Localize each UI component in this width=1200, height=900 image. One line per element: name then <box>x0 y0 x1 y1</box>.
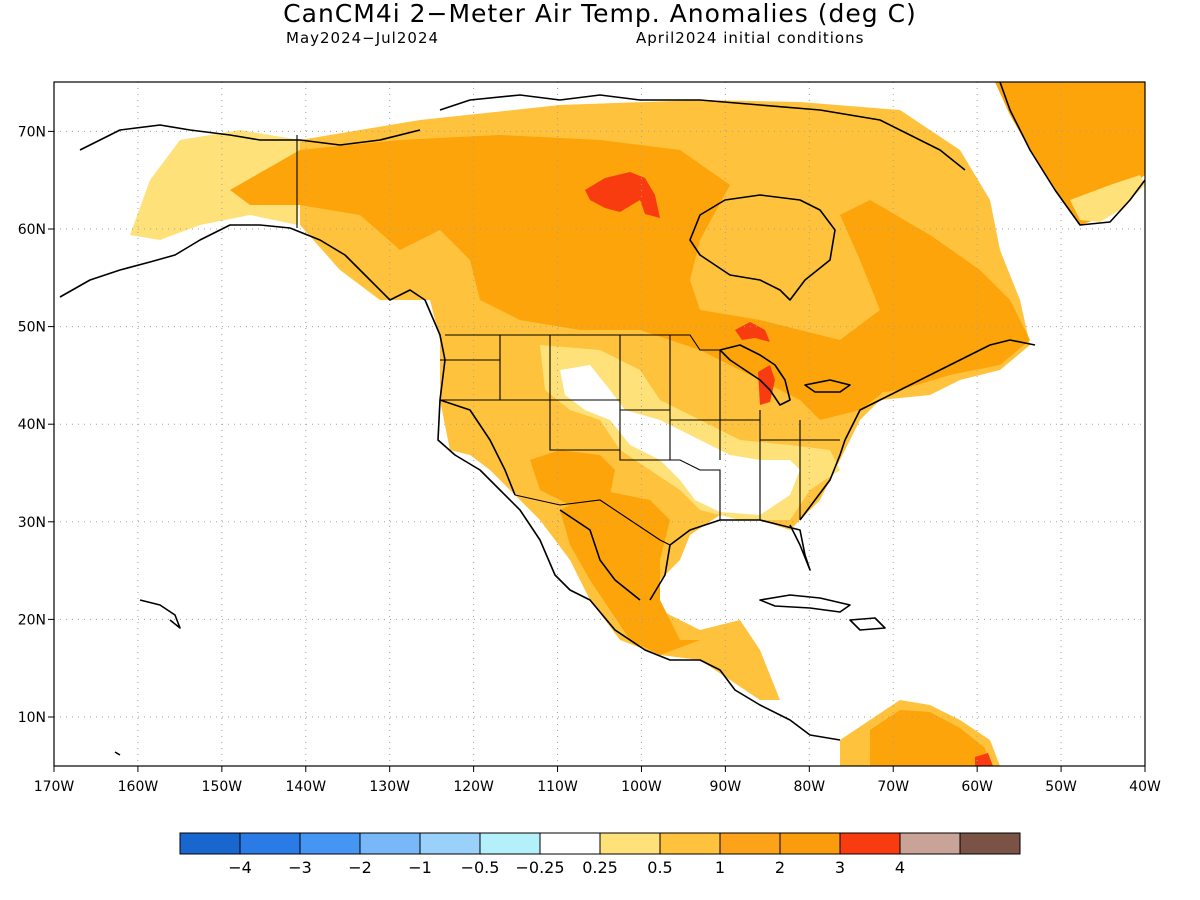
map-title: CanCM4i 2−Meter Air Temp. Anomalies (deg… <box>283 0 917 28</box>
colorbar-bin <box>599 832 661 855</box>
lon-label: 100W <box>621 779 662 795</box>
anomaly-area-near-zero <box>560 365 800 515</box>
lat-label: 30N <box>18 515 46 531</box>
colorbar-bin <box>239 832 301 855</box>
lat-label: 50N <box>18 320 46 336</box>
colorbar-label: −0.5 <box>461 858 500 877</box>
lat-label: 70N <box>18 124 46 140</box>
lon-label: 140W <box>285 779 326 795</box>
political-borders <box>296 135 840 546</box>
anomaly-area-025-05-greenland-edge <box>1070 175 1145 222</box>
graticule <box>54 82 1145 766</box>
colorbar-bin <box>539 832 601 855</box>
colorbar-label: −1 <box>408 858 432 877</box>
anomaly-area-2-3-south-america <box>975 753 993 766</box>
lon-label: 70W <box>877 779 909 795</box>
lon-label: 130W <box>369 779 410 795</box>
colorbar: −4 −3 −2 −1 −0.5 −0.25 0.25 0.5 1 2 3 4 <box>179 832 1021 877</box>
colorbar-bin <box>899 832 961 855</box>
axis-ticks: 170W 160W 150W 140W 130W 120W 110W 100W 90W 80W 70… <box>18 124 1161 795</box>
map-layers <box>54 82 1145 766</box>
anomaly-area-2-3-hudson-west <box>585 172 660 218</box>
anomaly-area-025-05-alaska <box>130 130 300 240</box>
colorbar-bin <box>659 832 721 855</box>
lon-label: 160W <box>118 779 159 795</box>
anomaly-area-2-3-great-lakes <box>735 322 770 342</box>
lat-label: 10N <box>18 710 46 726</box>
lat-label: 60N <box>18 222 46 238</box>
lat-label: 40N <box>18 417 46 433</box>
coastlines <box>59 82 1145 756</box>
lon-label: 90W <box>710 779 742 795</box>
forecast-period: May2024−Jul2024 <box>286 29 440 47</box>
colorbar-bin <box>359 832 421 855</box>
colorbar-label: 3 <box>835 858 845 877</box>
lon-label: 110W <box>537 779 578 795</box>
colorbar-label: 0.5 <box>647 858 672 877</box>
initial-conditions: April2024 initial conditions <box>636 29 865 47</box>
colorbar-label: 0.25 <box>582 858 618 877</box>
anomaly-area-1-2-northeast <box>800 370 900 420</box>
colorbar-label: 4 <box>895 858 905 877</box>
anomaly-area-1-2-south-america <box>870 710 990 766</box>
colorbar-bin <box>299 832 361 855</box>
colorbar-label: −3 <box>288 858 312 877</box>
colorbar-label: −0.25 <box>515 858 564 877</box>
lon-label: 80W <box>793 779 825 795</box>
lon-label: 50W <box>1045 779 1077 795</box>
colorbar-bin <box>779 832 841 855</box>
colorbar-label: −4 <box>228 858 252 877</box>
anomaly-area-1-2-southwest <box>530 450 615 505</box>
colorbar-bin <box>959 832 1021 855</box>
colorbar-label: 1 <box>715 858 725 877</box>
lon-label: 60W <box>961 779 993 795</box>
lon-label: 40W <box>1129 779 1161 795</box>
anomaly-area-1-2-mexico <box>560 490 700 655</box>
anomaly-area-2-3-michigan <box>758 365 775 405</box>
anomaly-area-1-2-canada <box>230 135 1030 410</box>
colorbar-bin <box>179 832 241 855</box>
lon-label: 150W <box>202 779 243 795</box>
colorbar-bin <box>419 832 481 855</box>
colorbar-bin <box>479 832 541 855</box>
colorbar-bin <box>839 832 901 855</box>
lon-label: 170W <box>34 779 75 795</box>
lat-label: 20N <box>18 612 46 628</box>
colorbar-label: 2 <box>775 858 785 877</box>
colorbar-label: −2 <box>348 858 372 877</box>
colorbar-bin <box>719 832 781 855</box>
lon-label: 120W <box>453 779 494 795</box>
